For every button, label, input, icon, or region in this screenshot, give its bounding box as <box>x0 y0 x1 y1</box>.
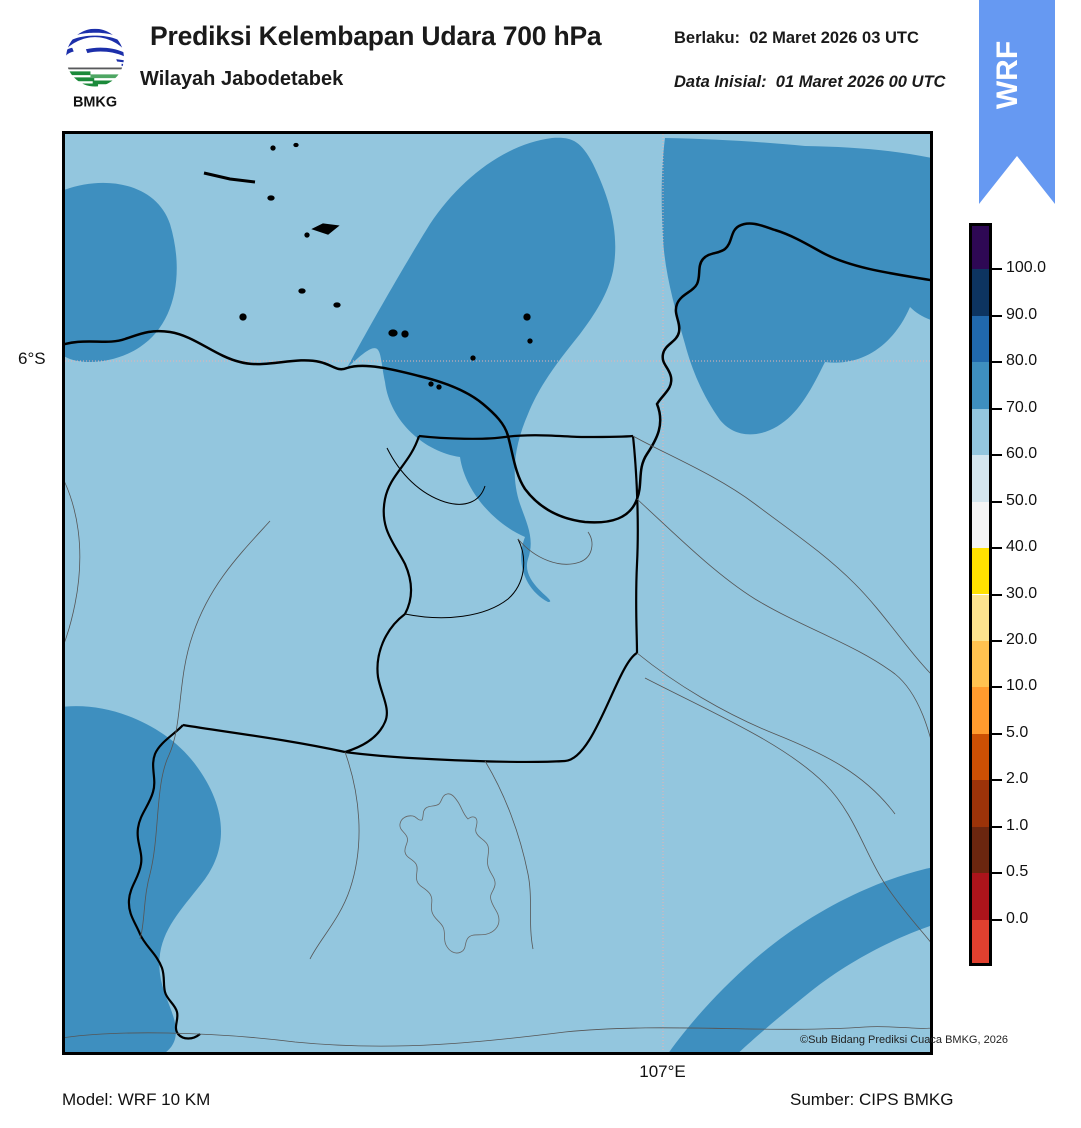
svg-text:BMKG: BMKG <box>73 94 117 108</box>
svg-text:WRF: WRF <box>991 41 1024 109</box>
